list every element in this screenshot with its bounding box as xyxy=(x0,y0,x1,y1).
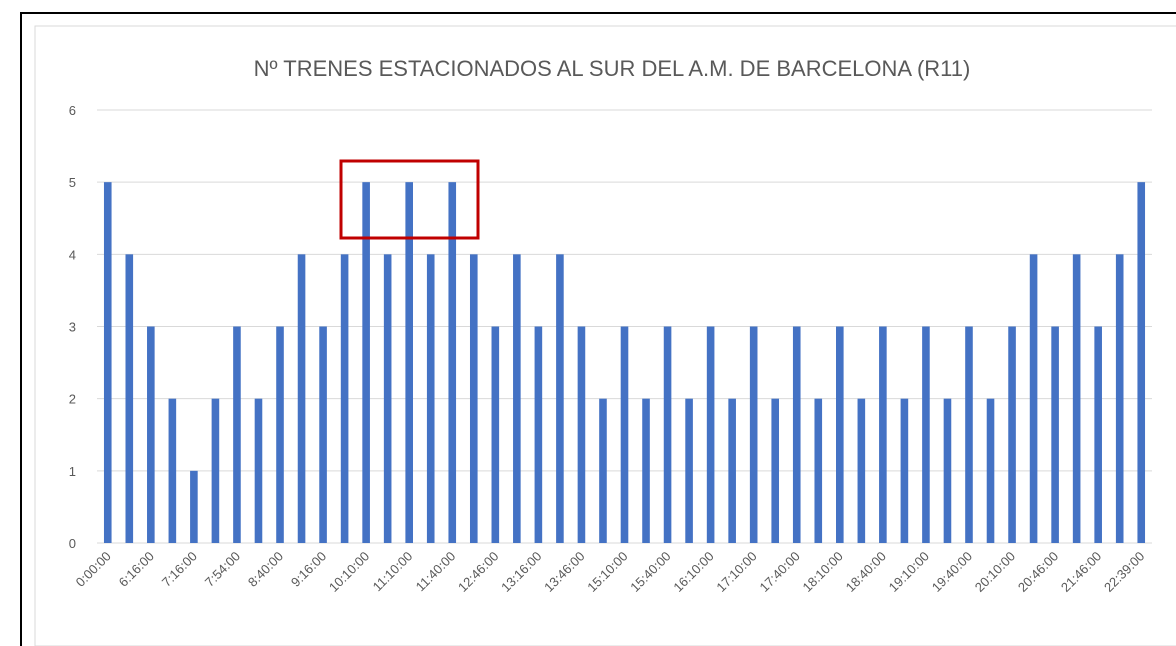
bar xyxy=(556,254,564,544)
bar xyxy=(276,326,284,543)
bar xyxy=(1115,254,1124,544)
bar xyxy=(147,326,155,543)
bar xyxy=(190,470,198,543)
bar xyxy=(448,182,457,543)
bar xyxy=(965,326,973,543)
y-tick-label: 6 xyxy=(69,103,76,118)
bar xyxy=(254,398,263,543)
bar xyxy=(469,254,478,544)
bar xyxy=(362,182,370,543)
bar xyxy=(1008,326,1016,543)
bar xyxy=(1137,182,1146,543)
bar xyxy=(663,326,672,543)
bar xyxy=(297,254,306,544)
bar xyxy=(168,398,177,543)
bar xyxy=(620,326,629,543)
bar xyxy=(792,326,801,543)
bar xyxy=(1072,254,1081,544)
bar xyxy=(685,398,693,543)
chart-title: Nº TRENES ESTACIONADOS AL SUR DEL A.M. D… xyxy=(254,56,971,81)
bar xyxy=(749,326,758,543)
bar xyxy=(103,182,112,543)
bar xyxy=(900,398,909,543)
y-tick-label: 0 xyxy=(69,536,76,551)
y-tick-label: 5 xyxy=(69,175,76,190)
y-tick-label: 3 xyxy=(69,320,76,335)
bar xyxy=(125,254,134,544)
bar xyxy=(706,326,715,543)
bar xyxy=(771,398,780,543)
bar xyxy=(534,326,543,543)
bar xyxy=(1094,326,1102,543)
bar xyxy=(642,398,650,543)
bar xyxy=(577,326,586,543)
bar xyxy=(211,398,220,543)
bar xyxy=(943,398,952,543)
bar xyxy=(383,254,392,544)
bar xyxy=(233,326,241,543)
y-tick-label: 2 xyxy=(69,392,76,407)
bar xyxy=(836,326,844,543)
bar xyxy=(814,398,823,543)
bar xyxy=(1029,254,1038,544)
highlight-box xyxy=(339,159,480,240)
bar xyxy=(728,398,736,543)
bar xyxy=(922,326,930,543)
bar xyxy=(599,398,607,543)
bar xyxy=(491,326,500,543)
bar xyxy=(319,326,327,543)
bar xyxy=(405,182,413,543)
y-tick-label: 1 xyxy=(69,464,76,479)
bar xyxy=(340,254,349,544)
bar xyxy=(513,254,521,544)
bar xyxy=(986,398,995,543)
bar xyxy=(426,254,435,544)
bar xyxy=(1051,326,1059,543)
bar xyxy=(879,326,887,543)
y-tick-label: 4 xyxy=(69,247,76,262)
bar xyxy=(857,398,866,543)
